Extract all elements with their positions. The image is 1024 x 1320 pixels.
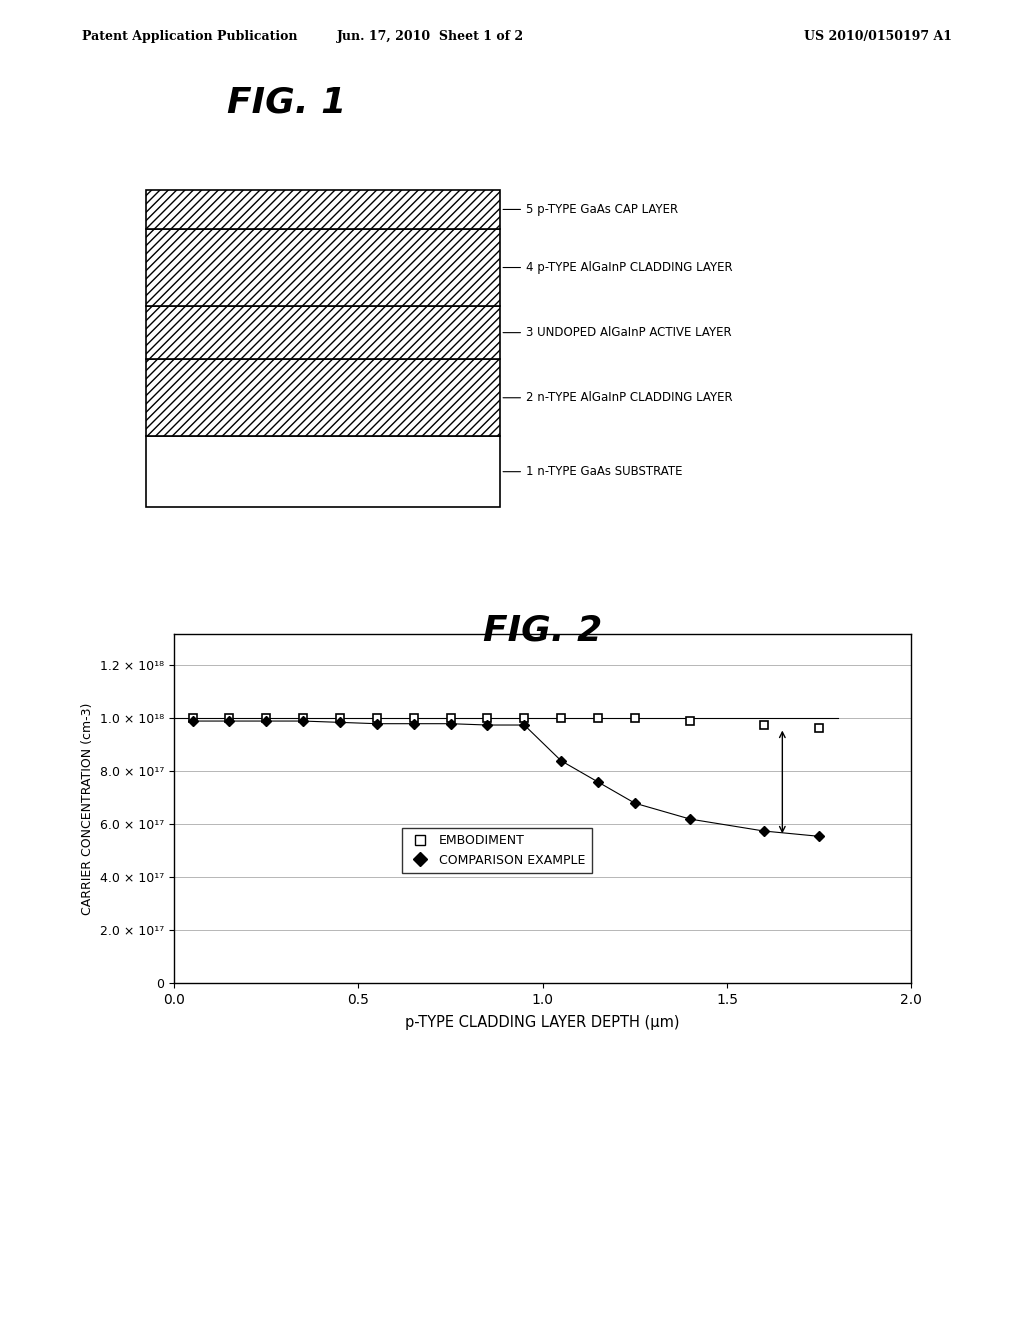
COMPARISON EXAMPLE — [334, 714, 346, 730]
EMBODIMENT — [518, 710, 530, 726]
COMPARISON EXAMPLE — [684, 812, 696, 828]
COMPARISON EXAMPLE — [260, 713, 272, 729]
EMBODIMENT — [813, 719, 825, 735]
COMPARISON EXAMPLE — [592, 774, 604, 789]
EMBODIMENT — [592, 710, 604, 726]
Line: COMPARISON EXAMPLE: COMPARISON EXAMPLE — [189, 718, 822, 840]
COMPARISON EXAMPLE — [518, 717, 530, 733]
EMBODIMENT — [758, 717, 770, 733]
EMBODIMENT — [629, 710, 641, 726]
Bar — [146, 437, 501, 507]
EMBODIMENT — [408, 710, 420, 726]
Text: FIG. 2: FIG. 2 — [483, 614, 602, 648]
COMPARISON EXAMPLE — [444, 715, 457, 731]
COMPARISON EXAMPLE — [408, 715, 420, 731]
Bar — [146, 359, 501, 437]
COMPARISON EXAMPLE — [186, 713, 199, 729]
Text: 3 UNDOPED AlGaInP ACTIVE LAYER: 3 UNDOPED AlGaInP ACTIVE LAYER — [503, 326, 732, 339]
EMBODIMENT — [297, 710, 309, 726]
EMBODIMENT — [371, 710, 383, 726]
EMBODIMENT — [481, 710, 494, 726]
EMBODIMENT — [334, 710, 346, 726]
Text: 2 n-TYPE AlGaInP CLADDING LAYER: 2 n-TYPE AlGaInP CLADDING LAYER — [503, 391, 732, 404]
Text: FIG. 1: FIG. 1 — [227, 86, 346, 120]
COMPARISON EXAMPLE — [481, 717, 494, 733]
COMPARISON EXAMPLE — [813, 829, 825, 845]
COMPARISON EXAMPLE — [297, 713, 309, 729]
EMBODIMENT — [684, 713, 696, 729]
Text: 4 p-TYPE AlGaInP CLADDING LAYER: 4 p-TYPE AlGaInP CLADDING LAYER — [503, 261, 732, 275]
COMPARISON EXAMPLE — [758, 824, 770, 840]
EMBODIMENT — [260, 710, 272, 726]
Bar — [146, 228, 501, 306]
EMBODIMENT — [444, 710, 457, 726]
EMBODIMENT — [223, 710, 236, 726]
Text: Patent Application Publication: Patent Application Publication — [82, 30, 297, 44]
Text: US 2010/0150197 A1: US 2010/0150197 A1 — [804, 30, 952, 44]
COMPARISON EXAMPLE — [555, 752, 567, 768]
Text: 1 n-TYPE GaAs SUBSTRATE: 1 n-TYPE GaAs SUBSTRATE — [503, 465, 683, 478]
X-axis label: p-TYPE CLADDING LAYER DEPTH (μm): p-TYPE CLADDING LAYER DEPTH (μm) — [406, 1015, 680, 1031]
Bar — [146, 306, 501, 359]
COMPARISON EXAMPLE — [223, 713, 236, 729]
Legend: EMBODIMENT, COMPARISON EXAMPLE: EMBODIMENT, COMPARISON EXAMPLE — [401, 828, 592, 873]
Line: EMBODIMENT: EMBODIMENT — [188, 714, 823, 731]
Y-axis label: CARRIER CONCENTRATION (cm-3): CARRIER CONCENTRATION (cm-3) — [82, 702, 94, 915]
COMPARISON EXAMPLE — [371, 715, 383, 731]
Text: 5 p-TYPE GaAs CAP LAYER: 5 p-TYPE GaAs CAP LAYER — [503, 203, 678, 216]
EMBODIMENT — [555, 710, 567, 726]
Text: Jun. 17, 2010  Sheet 1 of 2: Jun. 17, 2010 Sheet 1 of 2 — [337, 30, 523, 44]
COMPARISON EXAMPLE — [629, 795, 641, 810]
Bar — [146, 190, 501, 228]
EMBODIMENT — [186, 710, 199, 726]
